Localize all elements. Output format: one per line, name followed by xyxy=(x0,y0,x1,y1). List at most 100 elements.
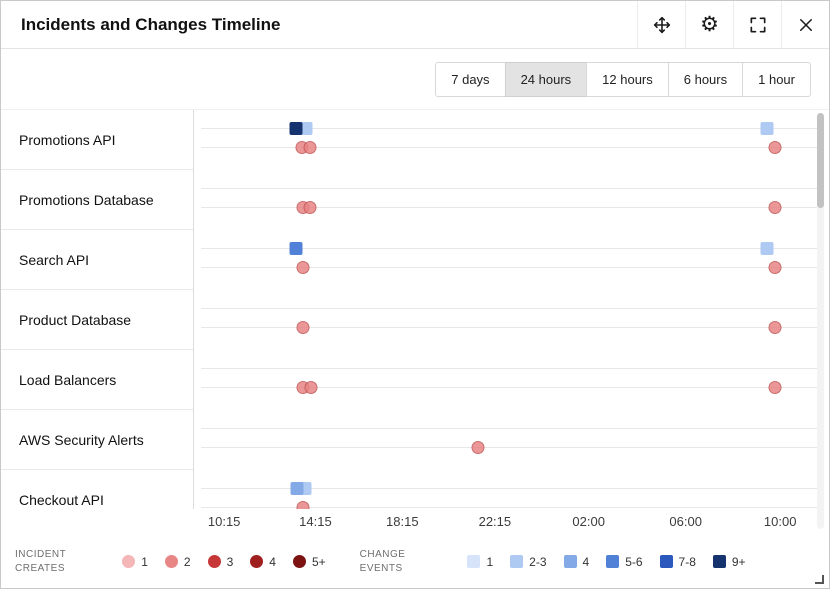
incident-swatch xyxy=(164,555,178,568)
fullscreen-icon xyxy=(750,17,765,32)
gear-icon: ⚙ xyxy=(700,13,719,36)
incident-marker[interactable] xyxy=(768,321,782,334)
settings-button[interactable]: ⚙ xyxy=(685,1,733,48)
row-label: Product Database xyxy=(1,290,193,350)
change-legend-item: 7-8 xyxy=(659,555,696,569)
close-button[interactable] xyxy=(781,1,829,48)
legend-title-line: CREATES xyxy=(15,562,65,574)
fullscreen-button[interactable] xyxy=(733,1,781,48)
row-label: AWS Security Alerts xyxy=(1,410,193,470)
incident-legend-item: 4 xyxy=(250,555,276,569)
plot-row xyxy=(194,290,829,350)
legend-item-label: 1 xyxy=(486,554,494,569)
legend: INCIDENT CREATES 1 2 3 4 5+ CHANGE EVENTS 1 2… xyxy=(1,533,829,588)
legend-item-label: 5+ xyxy=(311,554,326,569)
resize-handle[interactable] xyxy=(815,575,824,584)
row-label: Promotions API xyxy=(1,110,193,170)
incident-marker[interactable] xyxy=(303,141,317,154)
change-marker[interactable] xyxy=(289,122,303,135)
panel-title: Incidents and Changes Timeline xyxy=(21,14,281,34)
incident-lane-gridline xyxy=(201,507,817,508)
change-lane-gridline xyxy=(201,368,817,369)
legend-item-label: 3 xyxy=(226,554,234,569)
incident-marker[interactable] xyxy=(768,261,782,274)
incident-lane-gridline xyxy=(201,267,817,268)
range-button-12-hours[interactable]: 12 hours xyxy=(586,61,669,97)
incident-marker[interactable] xyxy=(471,441,485,454)
timeline-chart: Promotions API Promotions Database Search … xyxy=(1,109,829,509)
incident-marker[interactable] xyxy=(768,201,782,214)
incident-swatch xyxy=(207,555,221,568)
incident-marker[interactable] xyxy=(303,201,317,214)
change-legend-item: 2-3 xyxy=(510,554,547,569)
row-label: Promotions Database xyxy=(1,170,193,230)
incident-marker[interactable] xyxy=(296,261,310,274)
change-swatch xyxy=(563,555,577,568)
plot-row xyxy=(194,350,829,410)
change-marker[interactable] xyxy=(299,122,313,135)
change-legend-item: 9+ xyxy=(712,554,746,569)
change-swatch xyxy=(712,555,726,568)
row-label: Search API xyxy=(1,230,193,290)
change-lane-gridline xyxy=(201,248,817,249)
change-marker[interactable] xyxy=(290,482,304,495)
legend-title-line: EVENTS xyxy=(359,562,403,574)
panel-header: Incidents and Changes Timeline ⚙ xyxy=(1,1,829,49)
incident-legend-item: 1 xyxy=(122,555,148,569)
range-button-6-hours[interactable]: 6 hours xyxy=(667,61,744,97)
incident-marker[interactable] xyxy=(296,501,310,509)
change-marker[interactable] xyxy=(760,122,774,135)
incident-legend-item: 3 xyxy=(207,554,234,569)
change-lane-gridline xyxy=(201,488,817,489)
incident-legend-title: INCIDENT CREATES xyxy=(15,548,66,575)
range-button-7-days[interactable]: 7 days xyxy=(435,61,506,97)
legend-item-label: 4 xyxy=(582,554,590,569)
change-legend-item: 4 xyxy=(563,554,590,569)
plot-row xyxy=(194,170,829,230)
vertical-scrollbar[interactable] xyxy=(817,113,824,529)
close-icon xyxy=(799,18,812,31)
x-tick-label: 02:00 xyxy=(572,514,605,529)
x-tick-label: 14:15 xyxy=(299,514,332,529)
change-legend-item: 5-6 xyxy=(606,554,643,569)
scrollbar-thumb[interactable] xyxy=(817,113,824,208)
change-swatch xyxy=(467,555,481,568)
change-legend-title: CHANGE EVENTS xyxy=(360,548,406,575)
change-lane-gridline xyxy=(201,188,817,189)
range-button-group: 7 days 24 hours 12 hours 6 hours 1 hour xyxy=(435,61,811,97)
plot-row xyxy=(194,410,829,470)
x-tick-label: 10:15 xyxy=(207,514,241,529)
incident-legend-item: 5+ xyxy=(292,554,326,569)
legend-item-label: 2 xyxy=(183,554,191,569)
plot-area xyxy=(194,110,829,509)
plot-row xyxy=(194,110,829,170)
incident-marker[interactable] xyxy=(768,381,782,394)
change-lane-gridline xyxy=(201,308,817,309)
incident-marker[interactable] xyxy=(768,141,782,154)
change-swatch xyxy=(510,555,524,568)
plot-row xyxy=(194,470,829,509)
change-lane-gridline xyxy=(201,128,817,129)
row-label: Checkout API xyxy=(1,470,193,509)
incident-marker[interactable] xyxy=(296,321,310,334)
legend-item-label: 5-6 xyxy=(625,554,643,569)
change-swatch xyxy=(659,555,673,568)
incident-marker[interactable] xyxy=(304,381,318,394)
legend-item-label: 4 xyxy=(269,554,276,569)
pan-button[interactable] xyxy=(637,1,685,48)
plot-row xyxy=(194,230,829,290)
change-lane-gridline xyxy=(201,428,817,429)
legend-item-label: 1 xyxy=(141,554,148,569)
change-marker[interactable] xyxy=(760,242,774,255)
legend-item-label: 9+ xyxy=(731,554,746,569)
change-marker[interactable] xyxy=(289,242,303,255)
legend-item-label: 2-3 xyxy=(529,554,547,569)
change-legend-item: 1 xyxy=(467,555,493,569)
range-button-1-hour[interactable]: 1 hour xyxy=(742,61,811,97)
incident-swatch xyxy=(292,555,306,568)
range-button-24-hours[interactable]: 24 hours xyxy=(504,61,588,97)
x-tick-label: 22:15 xyxy=(478,514,512,529)
change-legend-items: 1 2-3 4 5-6 7-8 9+ xyxy=(467,554,746,569)
incident-lane-gridline xyxy=(201,447,817,448)
